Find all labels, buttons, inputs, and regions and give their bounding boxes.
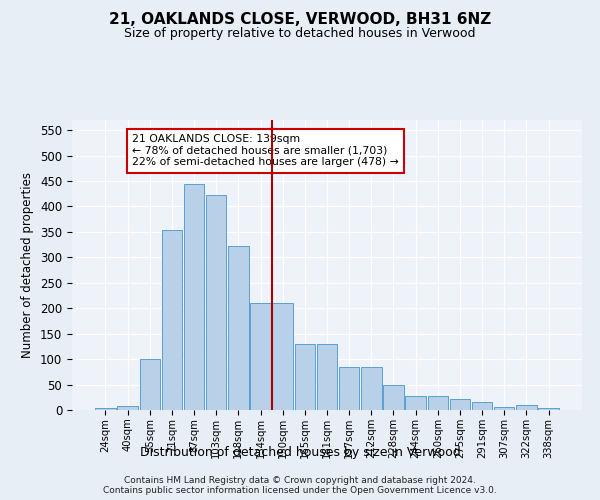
Bar <box>538 408 559 410</box>
Text: 21, OAKLANDS CLOSE, VERWOOD, BH31 6NZ: 21, OAKLANDS CLOSE, VERWOOD, BH31 6NZ <box>109 12 491 28</box>
Y-axis label: Number of detached properties: Number of detached properties <box>22 172 34 358</box>
Text: 21 OAKLANDS CLOSE: 139sqm
← 78% of detached houses are smaller (1,703)
22% of se: 21 OAKLANDS CLOSE: 139sqm ← 78% of detac… <box>132 134 399 167</box>
Bar <box>339 367 359 410</box>
Bar <box>272 303 293 410</box>
Bar <box>228 246 248 410</box>
Bar <box>428 396 448 410</box>
Bar <box>250 303 271 410</box>
Bar <box>472 402 493 410</box>
Text: Size of property relative to detached houses in Verwood: Size of property relative to detached ho… <box>124 28 476 40</box>
Bar <box>140 359 160 410</box>
Bar <box>450 399 470 410</box>
Bar <box>516 405 536 410</box>
Bar <box>118 406 138 410</box>
Bar <box>206 196 226 410</box>
Text: Contains HM Land Registry data © Crown copyright and database right 2024.
Contai: Contains HM Land Registry data © Crown c… <box>103 476 497 495</box>
Bar <box>317 344 337 410</box>
Bar <box>161 230 182 410</box>
Bar <box>184 184 204 410</box>
Bar <box>295 344 315 410</box>
Bar <box>406 396 426 410</box>
Bar <box>361 367 382 410</box>
Text: Distribution of detached houses by size in Verwood: Distribution of detached houses by size … <box>140 446 460 459</box>
Bar <box>494 408 514 410</box>
Bar <box>383 384 404 410</box>
Bar <box>95 408 116 410</box>
